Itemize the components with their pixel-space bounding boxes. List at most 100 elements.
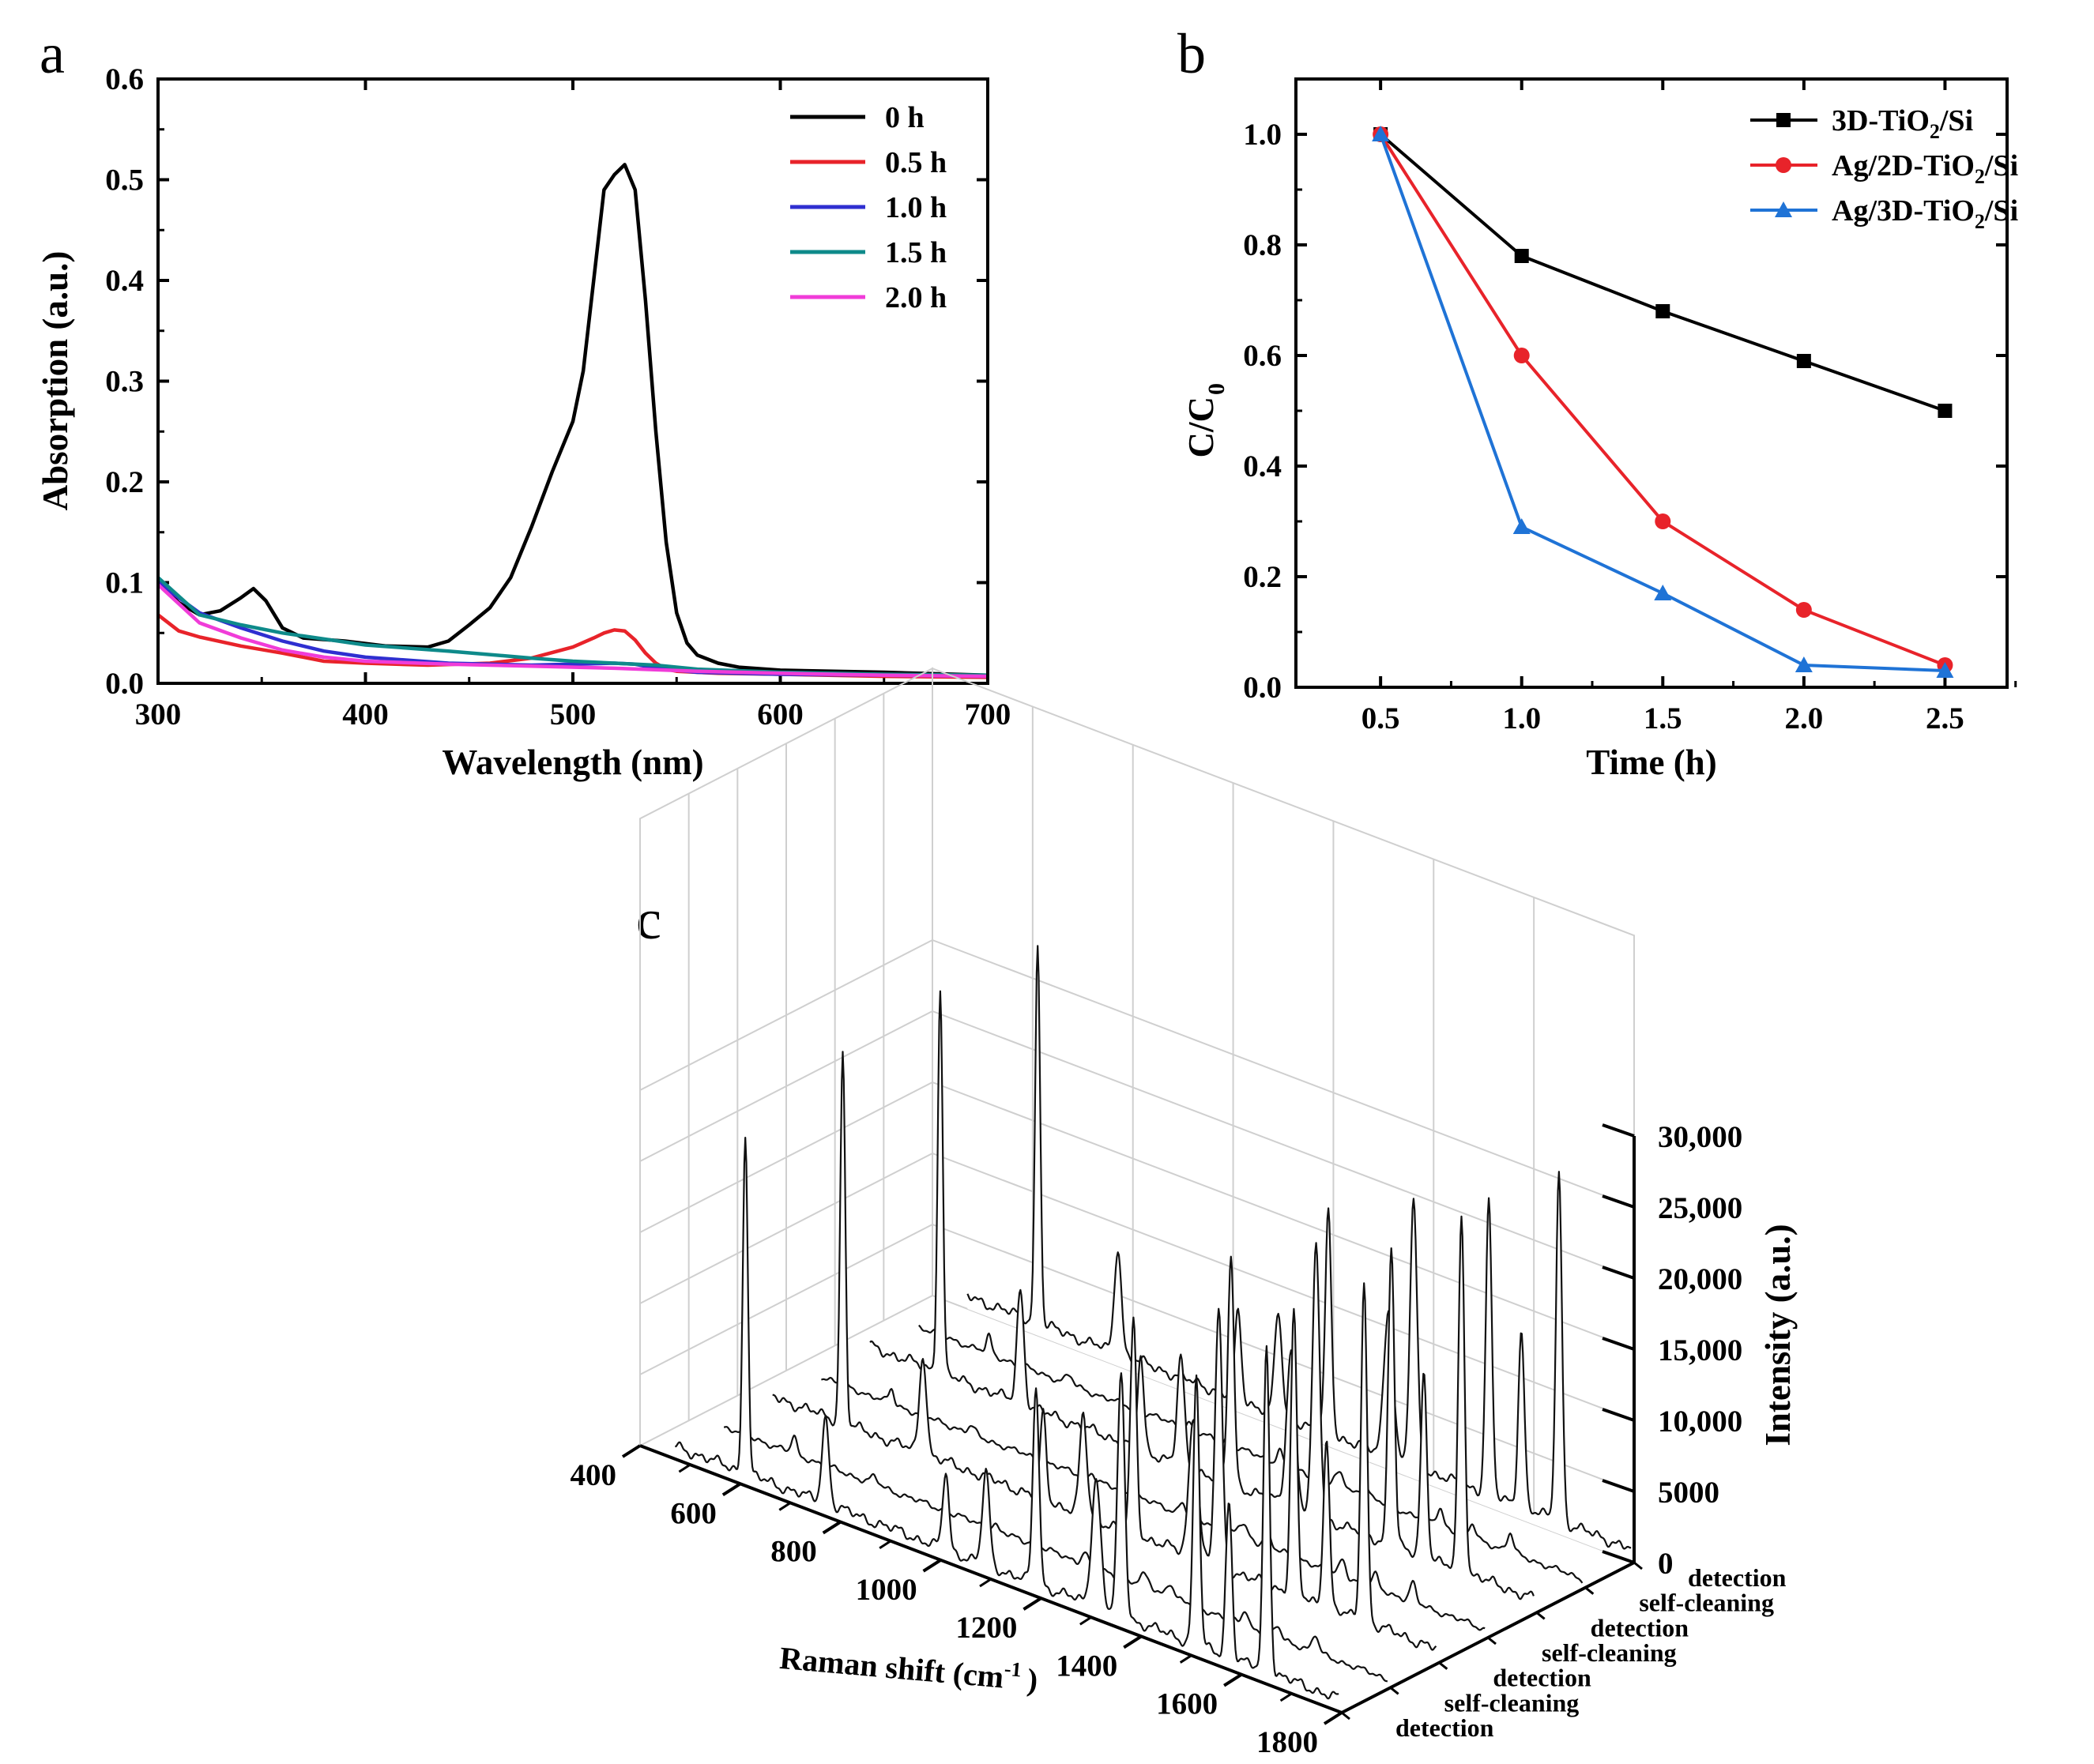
panel-a-x-tick-labels: 300 400 500 600 700 — [135, 698, 1011, 732]
row-label-self-cleaning: self-cleaning — [1542, 1638, 1677, 1667]
x-minor-tick — [1179, 1654, 1192, 1664]
x-tick-mark — [922, 1559, 942, 1573]
row-label-detection: detection — [1395, 1713, 1494, 1742]
panel-a-letter: a — [40, 22, 65, 85]
z-tick-label: 20,000 — [1658, 1262, 1742, 1296]
panel-c-x-label-tail: ) — [1026, 1661, 1039, 1698]
row-tick — [1341, 1711, 1350, 1721]
x-tick-label: 400 — [342, 698, 389, 732]
legend-label-sub: 2 — [1930, 120, 1940, 143]
legend-label-0-h: 0 h — [885, 101, 925, 134]
legend-label-2-0-h: 2.0 h — [885, 281, 947, 314]
x-tick-mark — [822, 1520, 842, 1535]
data-point-ag-2d-tio-si — [1655, 513, 1671, 529]
x-tick-label: 700 — [965, 698, 1011, 732]
spectrum-fill — [724, 1427, 1388, 1687]
data-point-3d-tio-si — [1655, 304, 1670, 318]
row-tick — [1487, 1636, 1497, 1646]
spectrum-line-detection — [675, 1137, 1339, 1700]
y-tick-label: 0.2 — [1243, 560, 1282, 594]
x-tick-label: 1.5 — [1644, 701, 1682, 735]
y-tick-label: 0.6 — [1243, 339, 1282, 373]
row-tick — [1438, 1661, 1448, 1670]
panel-b-y-tick-labels: 0.0 0.2 0.4 0.6 0.8 1.0 — [1243, 118, 1282, 705]
x-minor-tick — [1279, 1692, 1293, 1702]
data-point-ag-3d-tio-si — [1936, 662, 1954, 678]
legend-label-main: Ag/3D-TiO — [1832, 194, 1975, 228]
panel-a-frame — [156, 77, 989, 685]
panel-a-legend: 0 h 0.5 h 1.0 h 1.5 h 2.0 h — [790, 101, 947, 314]
legend-marker — [1776, 157, 1791, 173]
z-tick-label: 5000 — [1658, 1476, 1719, 1510]
series-line-0-h — [156, 163, 989, 678]
back-grid-line-h — [932, 1153, 1635, 1421]
data-point-ag-3d-tio-si — [1512, 518, 1531, 534]
spectrum-line-detection — [869, 990, 1535, 1600]
data-point-ag-3d-tio-si — [1654, 585, 1672, 600]
z-tick-label: 15,000 — [1658, 1333, 1742, 1367]
panel-a-y-tick-labels: 0.0 0.1 0.2 0.3 0.4 0.5 0.6 — [105, 62, 144, 701]
data-point-ag-3d-tio-si — [1795, 656, 1813, 672]
x-tick-label: 1000 — [856, 1573, 917, 1607]
panel-b-frame — [1294, 77, 2009, 689]
panel-b-y-axis-label: C/C 0 — [1181, 383, 1230, 458]
x-tick-label: 1800 — [1256, 1725, 1318, 1759]
x-tick-mark — [1023, 1597, 1042, 1611]
panel-b-letter: b — [1177, 22, 1206, 85]
panel-b-series — [1372, 126, 1954, 678]
x-tick-mark — [1123, 1634, 1143, 1649]
legend-label-1-5-h: 1.5 h — [885, 236, 947, 269]
legend-label-ag-2d-tio-si: Ag/2D-TiO2/Si — [1832, 149, 2018, 188]
panel-c: c 400600800100012001400160018000500010,0… — [571, 667, 1798, 1759]
x-minor-tick — [778, 1502, 792, 1511]
z-tick-label: 10,000 — [1658, 1405, 1742, 1439]
x-tick-label: 1.0 — [1502, 701, 1541, 735]
row-label-detection: detection — [1688, 1563, 1787, 1592]
row-label-detection: detection — [1493, 1664, 1591, 1692]
spectrum-line-self-cleaning — [918, 1324, 1584, 1584]
y-tick-label: 0.0 — [1243, 671, 1282, 705]
legend-marker — [1775, 201, 1792, 217]
legend-marker — [1776, 113, 1791, 127]
back-grid-line-h — [932, 939, 1635, 1208]
y-tick-label: 1.0 — [1243, 118, 1282, 152]
x-tick-label: 600 — [670, 1496, 717, 1530]
y-tick-label: 0.6 — [105, 62, 144, 96]
panel-c-axes: 400 600 800 1000 1200 1400 1600 1800 0 5000 10,000… — [571, 1120, 1787, 1759]
panel-b: b 0.5 1.0 1.5 2.0 2.5 0.0 0.2 0.4 0.6 0.8 1.0 Tim… — [1177, 22, 2018, 782]
x-tick-mark — [721, 1482, 741, 1496]
series-line-2-0-h — [156, 583, 989, 679]
row-label-self-cleaning: self-cleaning — [1639, 1589, 1774, 1617]
panel-b-x-axis-label: Time (h) — [1586, 743, 1716, 782]
row-tick — [1633, 1561, 1643, 1570]
x-tick-label: 1600 — [1156, 1687, 1218, 1721]
spectrum-line-detection — [966, 945, 1632, 1550]
y-tick-label: 0.3 — [105, 365, 144, 399]
legend-label-3d-tio-si: 3D-TiO2/Si — [1832, 104, 1973, 143]
data-point-ag-2d-tio-si — [1513, 348, 1530, 363]
z-tick-label: 25,000 — [1658, 1191, 1742, 1225]
panel-b-y-axis-sub: 0 — [1203, 383, 1230, 395]
x-tick-label: 300 — [135, 698, 182, 732]
legend-label-main: Ag/2D-TiO — [1832, 149, 1975, 182]
legend-label-0-5-h: 0.5 h — [885, 146, 947, 179]
z-tick-mark — [1602, 1550, 1635, 1564]
data-point-3d-tio-si — [1796, 354, 1811, 368]
x-tick-label: 600 — [757, 698, 804, 732]
x-tick-label: 1400 — [1056, 1649, 1117, 1683]
y-tick-label: 0.8 — [1243, 228, 1282, 262]
legend-label-sub: 2 — [1975, 210, 1985, 233]
z-tick-mark — [1602, 1408, 1635, 1422]
panel-b-x-tick-labels: 0.5 1.0 1.5 2.0 2.5 — [1361, 701, 1964, 735]
spectrum-line-self-cleaning — [821, 1376, 1486, 1631]
data-point-3d-tio-si — [1514, 249, 1529, 263]
z-tick-mark — [1602, 1337, 1635, 1351]
y-tick-label: 0.4 — [105, 264, 144, 298]
x-tick-mark — [621, 1444, 642, 1458]
x-tick-mark — [1323, 1711, 1343, 1725]
x-tick-label: 2.0 — [1784, 701, 1823, 735]
z-tick-mark — [1602, 1266, 1635, 1280]
z-tick-label: 30,000 — [1658, 1120, 1742, 1154]
legend-label-tail: /Si — [1939, 104, 1973, 137]
